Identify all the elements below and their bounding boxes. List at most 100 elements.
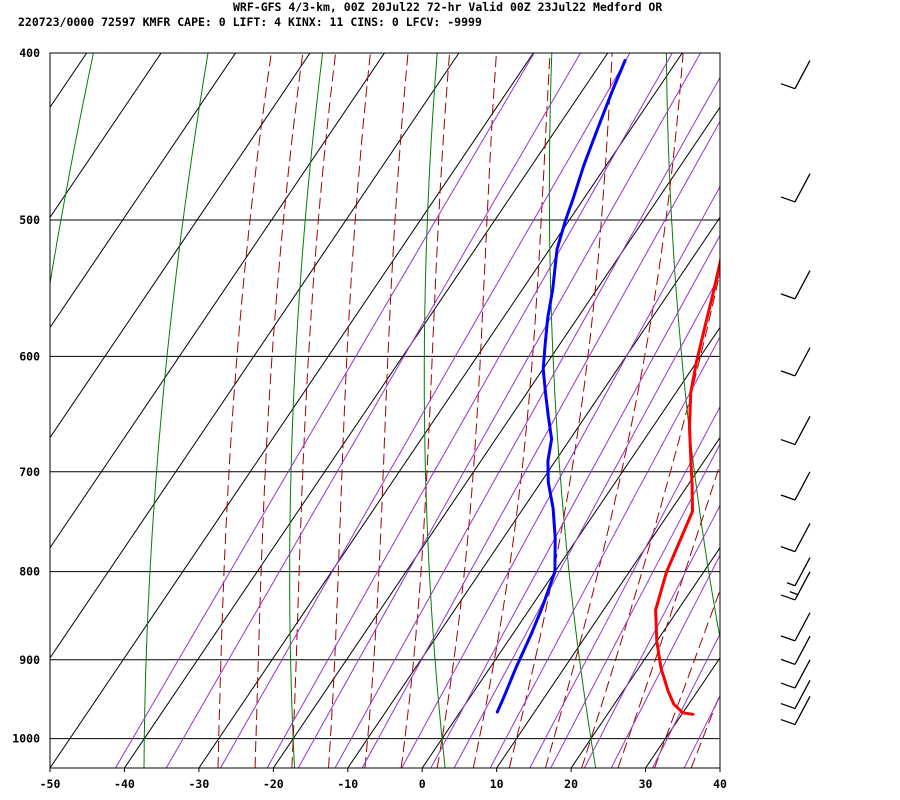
wind-barb-staff — [794, 696, 811, 725]
wind-barb-staff — [794, 557, 811, 587]
isotherm-line — [347, 216, 720, 768]
dry-adiabat — [896, 53, 900, 768]
wind-barb-staff — [794, 680, 811, 709]
wind-barb-staff — [794, 60, 811, 90]
x-tick-label: 20 — [564, 777, 578, 791]
isotherm-line — [124, 53, 609, 768]
plot-border — [49, 52, 721, 769]
axis-labels: -50 -40 -30 -20 -10 0 10 20 30 40 400 500 600 700 800 9… — [12, 46, 727, 791]
wind-barb — [780, 60, 811, 90]
moist-adiabat — [364, 53, 409, 768]
isotherm-line — [50, 53, 236, 329]
wind-barb — [786, 557, 811, 587]
mixing-ratio-line — [610, 554, 720, 768]
isotherm-line — [0, 53, 12, 768]
wind-barb-staff — [794, 635, 811, 665]
temperature-profile — [654, 256, 720, 716]
wind-barb — [780, 523, 811, 553]
mixing-ratio-line — [489, 335, 720, 768]
mixing-ratio-line — [430, 234, 720, 768]
x-tick-label: -50 — [40, 777, 61, 791]
y-tick-label: 700 — [19, 465, 40, 479]
wind-barb-feather — [780, 658, 796, 666]
mixing-ratio-line — [583, 504, 720, 768]
x-tick-label: 40 — [713, 777, 727, 791]
wind-barb — [780, 696, 811, 726]
wind-barb-feather — [780, 718, 796, 726]
moist-adiabat — [217, 53, 272, 768]
mixing-ratio-line — [550, 443, 720, 768]
sounding-profiles — [495, 58, 720, 716]
moist-adiabat — [728, 53, 900, 768]
x-tick-label: -20 — [263, 777, 284, 791]
moist-adiabat — [254, 53, 304, 768]
wind-barb — [780, 612, 811, 642]
wind-barb-feather — [780, 682, 796, 689]
y-tick-label: 800 — [19, 565, 40, 579]
wind-barb — [780, 270, 811, 300]
plot-frame — [49, 52, 721, 769]
isotherm-line — [50, 53, 88, 109]
wind-barb-staff — [794, 571, 811, 601]
wind-barb-staff — [794, 415, 811, 445]
isotherm-line — [50, 53, 385, 549]
wind-barbs — [780, 60, 811, 726]
wind-barb-feather — [780, 594, 796, 601]
moist-adiabat — [328, 53, 371, 768]
wind-barb-feather — [780, 370, 796, 377]
wind-barb — [780, 347, 811, 377]
moist-adiabat — [544, 53, 684, 768]
x-tick-label: -10 — [337, 777, 358, 791]
mixing-ratio-line — [529, 405, 720, 768]
x-tick-label: 10 — [490, 777, 504, 791]
wind-barb-staff — [794, 612, 811, 642]
y-tick-label: 500 — [19, 213, 40, 227]
y-tick-label: 1000 — [12, 732, 40, 746]
wind-barb — [780, 571, 811, 601]
wind-barb-feather — [780, 438, 796, 446]
wind-barb-staff — [794, 659, 811, 689]
wind-barb-feather — [780, 196, 796, 203]
mixing-ratio-line — [266, 53, 673, 768]
mixing-ratio-line — [297, 53, 701, 768]
moist-adiabat — [581, 270, 720, 768]
x-tick-label: -40 — [114, 777, 135, 791]
dry-adiabat — [548, 53, 597, 768]
wind-barb — [780, 173, 811, 203]
chart-title: WRF-GFS 4/3-km, 00Z 20Jul22 72-hr Valid … — [233, 0, 662, 14]
dewpoint-profile — [495, 58, 627, 714]
isotherm-line — [50, 53, 460, 659]
background-grid — [0, 53, 900, 768]
y-tick-label: 900 — [19, 653, 40, 667]
wind-barb-feather — [780, 83, 796, 90]
moist-adiabat — [291, 53, 337, 768]
chart-subtitle: 220723/0000 72597 KMFR CAPE: 0 LIFT: 4 K… — [18, 15, 482, 29]
wind-barb-staff — [794, 347, 811, 377]
wind-barb-half-feather — [786, 582, 796, 587]
mixing-ratio-line — [115, 53, 535, 768]
wind-barb-half-feather — [789, 591, 799, 596]
dry-adiabat — [781, 53, 897, 768]
isotherm-line — [50, 53, 162, 219]
wind-barb-feather — [780, 702, 796, 710]
y-tick-label: 400 — [19, 46, 40, 60]
wind-barb — [780, 471, 811, 501]
wind-barb — [780, 415, 811, 446]
isotherm-line — [198, 53, 683, 768]
mixing-ratio-line — [453, 273, 720, 768]
dry-adiabat — [289, 53, 324, 768]
wind-barb-feather — [780, 494, 796, 501]
moist-adiabat — [436, 53, 497, 768]
wind-barb — [780, 659, 811, 689]
x-tick-label: 30 — [639, 777, 653, 791]
dry-adiabat — [50, 53, 94, 287]
isotherm-line — [272, 106, 720, 768]
y-tick-label: 600 — [19, 349, 40, 363]
moist-adiabat — [472, 53, 551, 768]
wind-barb-staff — [794, 270, 811, 300]
wind-barb-feather — [780, 293, 796, 300]
mixing-ratio-line — [220, 53, 631, 768]
isotherm-line — [794, 53, 900, 768]
